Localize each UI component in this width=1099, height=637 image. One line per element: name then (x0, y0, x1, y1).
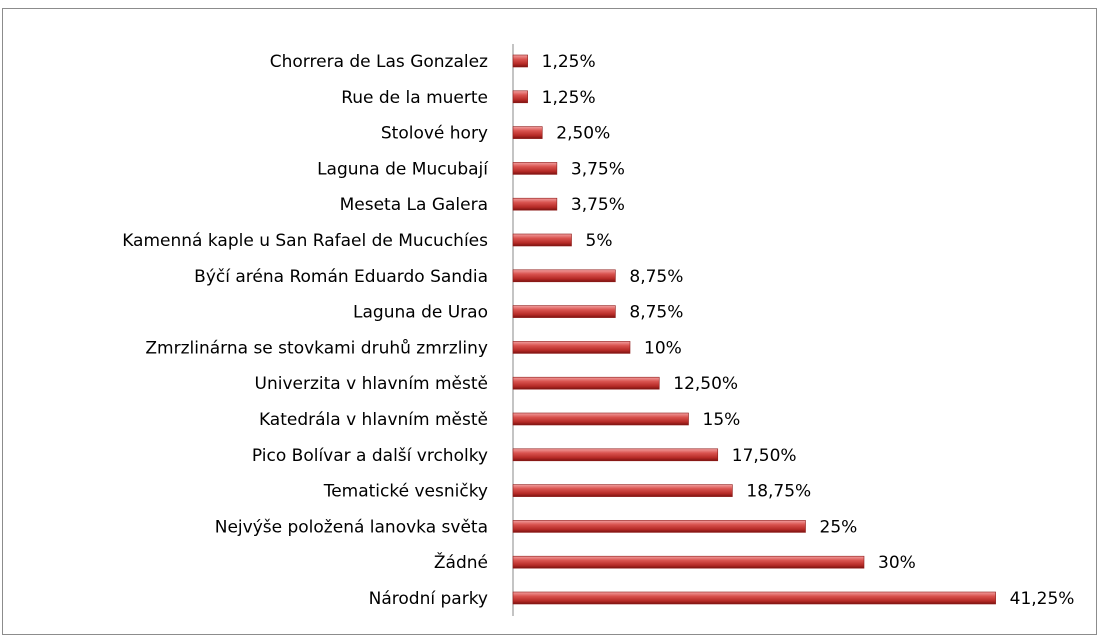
category-label: Kamenná kaple u San Rafael de Mucuchíes (122, 231, 488, 251)
category-label: Pico Bolívar a další vrcholky (252, 446, 488, 466)
value-label: 1,25% (542, 88, 596, 108)
category-label: Býčí aréna Román Eduardo Sandia (194, 267, 488, 287)
bar (512, 376, 660, 390)
bar (512, 484, 733, 497)
category-label: Národní parky (369, 589, 488, 609)
value-label: 3,75% (571, 195, 625, 215)
bar (512, 269, 616, 283)
category-label: Rue de la muerte (341, 88, 488, 108)
value-label: 10% (644, 338, 682, 358)
bar (512, 305, 616, 318)
bar (512, 90, 528, 104)
bar (512, 591, 996, 605)
value-label: 30% (878, 553, 916, 573)
category-label: Nejvýše položená lanovka světa (215, 517, 488, 537)
bar (512, 555, 865, 569)
bar (512, 126, 543, 139)
category-label: Meseta La Galera (340, 195, 488, 215)
value-label: 1,25% (542, 52, 596, 72)
category-label: Chorrera de Las Gonzalez (270, 52, 488, 72)
value-label: 15% (703, 410, 741, 430)
category-label: Žádné (434, 551, 488, 573)
bar (512, 197, 558, 211)
category-label: Laguna de Mucubají (317, 159, 489, 179)
value-label: 2,50% (556, 124, 610, 144)
value-label: 18,75% (746, 482, 811, 502)
value-label: 17,50% (732, 446, 797, 466)
bar (512, 341, 631, 354)
value-label: 8,75% (629, 267, 683, 287)
value-label: 8,75% (629, 303, 683, 323)
bar (512, 54, 528, 68)
category-label: Stolové hory (381, 124, 488, 144)
bar (512, 520, 806, 533)
value-label: 3,75% (571, 159, 625, 179)
category-label: Tematické vesničky (323, 482, 488, 502)
value-label: 41,25% (1010, 589, 1075, 609)
category-label: Katedrála v hlavním městě (259, 410, 488, 430)
value-label: 12,50% (673, 374, 738, 394)
category-label: Zmrzlinárna se stovkami druhů zmrzliny (145, 338, 488, 358)
value-label: 5% (586, 231, 613, 251)
value-label: 25% (820, 517, 858, 537)
category-label: Laguna de Urao (353, 303, 488, 323)
bar (512, 233, 572, 247)
bar (512, 448, 719, 462)
bar (512, 412, 689, 426)
bar (512, 162, 558, 175)
category-label: Univerzita v hlavním městě (255, 374, 488, 394)
